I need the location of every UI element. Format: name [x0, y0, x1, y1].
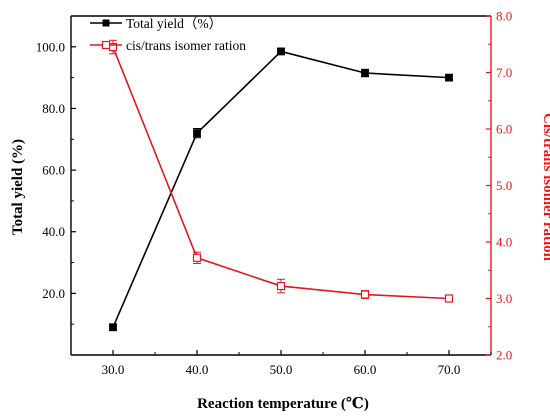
total-yield-point — [277, 47, 285, 56]
y-right-tick-label: 2.0 — [496, 348, 512, 363]
y-axis-right-title: Cis/trans isomer ration — [540, 113, 550, 262]
series-total-yield — [109, 47, 453, 332]
y-right-tick-label: 5.0 — [496, 178, 512, 193]
legend-label-yield: Total yield（%） — [126, 16, 222, 31]
x-tick-label: 40.0 — [186, 362, 209, 377]
cis-trans-ratio-point — [444, 294, 454, 303]
y-right-tick-label: 6.0 — [496, 122, 512, 137]
x-tick-label: 50.0 — [270, 362, 293, 377]
cis-trans-ratio-point — [276, 281, 286, 291]
cis-trans-ratio-point — [360, 290, 370, 299]
axes: 30.0 40.0 50.0 60.0 70.0 20.0 40.0 60.0 80.0 100.… — [36, 9, 513, 378]
y-right-tick-label: 3.0 — [496, 291, 512, 306]
x-tick-label: 70.0 — [438, 362, 461, 377]
y-right-tick-label: 8.0 — [496, 9, 512, 24]
series-cis-trans-ratio — [108, 39, 454, 303]
y-right-tick-label: 4.0 — [496, 235, 512, 250]
legend: Total yield（%） cis/trans isomer ration — [90, 16, 246, 53]
y-left-tick-label: 20.0 — [42, 286, 65, 301]
x-tick-label: 30.0 — [102, 362, 125, 377]
total-yield-point — [361, 69, 369, 77]
y-left-tick-label: 80.0 — [42, 101, 65, 116]
total-yield-point — [193, 129, 201, 138]
legend-marker-ratio — [101, 40, 111, 50]
y-right-tick-label: 7.0 — [496, 65, 512, 80]
y-left-tick-label: 40.0 — [42, 224, 65, 239]
y-left-tick-label: 60.0 — [42, 163, 65, 178]
cis-trans-ratio-line — [112, 46, 450, 300]
total-yield-point — [445, 73, 453, 82]
y-left-tick-label: 100.0 — [36, 39, 65, 54]
y-axis-left-title: Total yield (%) — [10, 139, 26, 235]
x-tick-label: 60.0 — [354, 362, 377, 377]
x-axis-title: Reaction temperature (℃) — [197, 396, 369, 412]
total-yield-point — [109, 323, 117, 332]
legend-label-ratio: cis/trans isomer ration — [126, 38, 246, 53]
cis-trans-ratio-point — [192, 253, 202, 262]
legend-marker-yield — [102, 19, 110, 27]
